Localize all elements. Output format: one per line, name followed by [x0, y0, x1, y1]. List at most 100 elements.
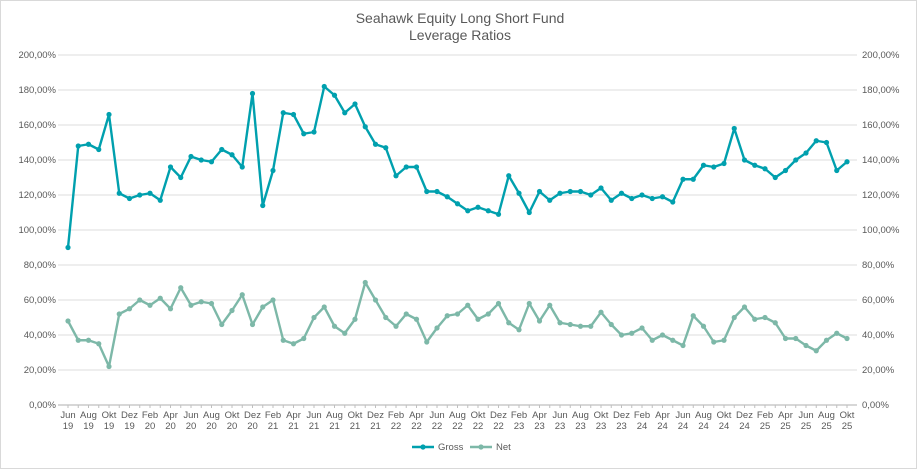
data-point-gross	[137, 192, 143, 198]
data-point-net	[147, 302, 153, 308]
data-point-gross	[65, 244, 71, 251]
data-point-gross	[75, 143, 81, 149]
data-point-gross	[290, 111, 297, 118]
data-point-net	[383, 314, 389, 321]
data-point-gross	[526, 209, 532, 216]
data-point-gross	[198, 157, 204, 163]
data-point-gross	[690, 176, 696, 182]
data-point-net	[608, 321, 614, 328]
y-tick-label-left: 20,00%	[24, 365, 57, 376]
data-point-net	[229, 307, 235, 314]
data-point-gross	[495, 211, 502, 217]
data-point-net	[700, 323, 707, 329]
x-tick-label: Jun 24	[675, 410, 690, 432]
data-point-net	[782, 335, 789, 342]
data-point-gross	[577, 188, 584, 195]
data-point-gross	[834, 167, 840, 174]
data-point-net	[270, 297, 276, 303]
y-tick-label-left: 160,00%	[18, 120, 56, 131]
x-tick-label: Apr 23	[532, 410, 547, 432]
data-point-gross	[475, 204, 481, 210]
data-point-net	[178, 285, 184, 291]
data-point-gross	[383, 145, 389, 151]
data-point-net	[844, 335, 850, 342]
x-tick-label: Jun 22	[429, 410, 444, 432]
data-point-gross	[670, 199, 676, 205]
data-point-net	[321, 304, 327, 310]
data-point-net	[413, 316, 420, 322]
data-point-gross	[752, 162, 758, 168]
data-point-net	[526, 300, 532, 307]
data-point-net	[290, 341, 297, 347]
data-point-gross	[465, 208, 471, 214]
data-point-gross	[167, 164, 174, 170]
data-point-gross	[629, 195, 635, 202]
data-point-gross	[188, 153, 194, 160]
data-point-gross	[588, 192, 594, 198]
data-point-net	[75, 337, 81, 343]
data-point-net	[403, 311, 409, 317]
data-point-net	[711, 339, 717, 345]
data-point-net	[167, 306, 174, 312]
data-point-net	[680, 342, 686, 349]
data-point-net	[434, 325, 440, 331]
data-point-net	[301, 335, 307, 342]
data-point-net	[485, 311, 491, 317]
chart-title: Seahawk Equity Long Short Fund	[356, 10, 565, 26]
data-point-gross	[219, 146, 225, 153]
data-point-net	[362, 279, 368, 286]
chart-subtitle: Leverage Ratios	[409, 27, 511, 43]
data-point-gross	[803, 150, 809, 156]
data-point-gross	[260, 202, 266, 209]
x-tick-label: Dez 23	[613, 410, 630, 432]
data-point-gross	[782, 167, 789, 174]
legend-label-net: Net	[496, 442, 511, 453]
x-tick-label: Dez 19	[121, 410, 138, 432]
data-point-net	[188, 302, 194, 308]
data-point-gross	[85, 141, 92, 147]
data-point-net	[506, 320, 512, 326]
data-point-gross	[731, 125, 737, 132]
x-tick-label: Jun 20	[183, 410, 198, 432]
data-point-net	[721, 337, 727, 343]
data-point-net	[157, 295, 163, 301]
data-point-gross	[280, 110, 286, 116]
y-tick-label-right: 0,00%	[862, 400, 889, 411]
data-point-net	[813, 348, 819, 354]
data-point-net	[649, 337, 655, 343]
x-tick-label: Aug 25	[818, 410, 835, 432]
data-point-net	[126, 306, 133, 312]
x-tick-label: Jun 25	[798, 410, 813, 432]
data-point-gross	[485, 208, 491, 214]
data-point-gross	[301, 131, 307, 137]
x-tick-label: Dez 20	[244, 410, 261, 432]
data-point-net	[249, 321, 256, 328]
data-point-gross	[362, 124, 368, 130]
data-point-net	[741, 304, 748, 310]
data-point-net	[690, 313, 696, 319]
x-tick-label: Jun 21	[306, 410, 321, 432]
legend-marker-gross	[420, 444, 426, 450]
data-point-net	[516, 327, 522, 333]
x-tick-label: Okt 21	[348, 410, 363, 432]
data-point-gross	[106, 111, 112, 118]
data-point-gross	[352, 101, 358, 107]
x-tick-label: Apr 25	[778, 410, 793, 432]
data-point-gross	[208, 159, 215, 165]
data-point-gross	[331, 92, 338, 98]
x-tick-label: Apr 22	[409, 410, 424, 432]
y-tick-label-left: 60,00%	[24, 295, 57, 306]
x-tick-label: Okt 23	[594, 410, 609, 432]
x-tick-label: Feb 22	[388, 410, 404, 432]
data-point-gross	[96, 146, 102, 153]
data-point-net	[639, 325, 645, 331]
y-tick-label-left: 100,00%	[18, 225, 56, 236]
data-point-gross	[762, 166, 768, 172]
data-point-gross	[424, 188, 430, 195]
y-tick-label-left: 40,00%	[24, 330, 57, 341]
data-point-gross	[413, 164, 420, 170]
y-tick-label-left: 200,00%	[18, 50, 56, 61]
data-point-net	[793, 335, 799, 342]
x-tick-label: Dez 24	[736, 410, 753, 432]
